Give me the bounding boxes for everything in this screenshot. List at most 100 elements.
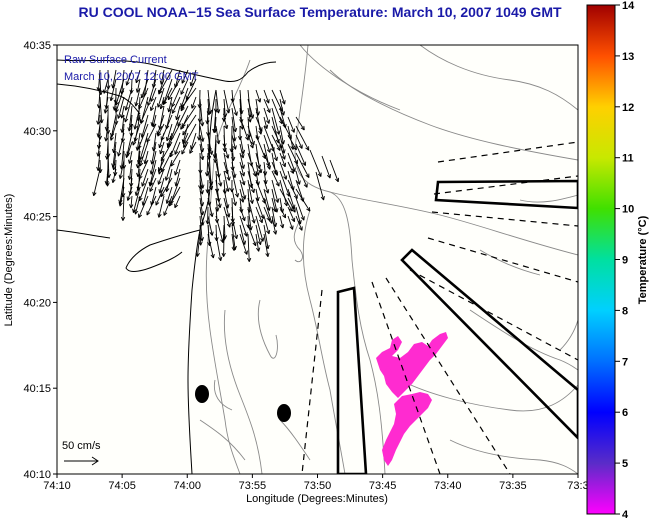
- current-vector: [287, 206, 295, 222]
- current-vector: [147, 78, 157, 106]
- current-vector: [170, 177, 181, 205]
- current-vector: [207, 197, 213, 217]
- current-vector: [231, 233, 235, 251]
- current-vector: [273, 156, 278, 162]
- current-vector: [279, 107, 286, 128]
- current-vector: [180, 105, 185, 110]
- current-vector: [183, 143, 188, 148]
- current-vector: [246, 257, 252, 262]
- current-vector: [181, 69, 189, 84]
- current-vector: [174, 141, 181, 155]
- current-vector: [180, 90, 185, 95]
- current-vector: [214, 116, 217, 133]
- current-vector: [276, 130, 281, 135]
- current-vector: [139, 161, 144, 167]
- current-vector: [104, 180, 109, 185]
- current-vector: [109, 136, 114, 141]
- current-vector: [271, 134, 281, 151]
- current-vector: [97, 69, 101, 91]
- colorbar-tick-label: 8: [622, 305, 628, 317]
- current-vector: [223, 170, 229, 192]
- current-vector: [112, 168, 117, 183]
- current-vector: [180, 78, 189, 95]
- current-vector: [168, 96, 173, 113]
- x-tick-label: 73:50: [304, 480, 332, 492]
- current-vector: [255, 116, 263, 132]
- current-vector: [170, 162, 175, 167]
- y-axis-ticks: 40:35 40:30 40:25 40:20 40:15 40:10: [23, 40, 57, 481]
- current-vector: [218, 182, 223, 187]
- current-vector: [175, 168, 181, 187]
- current-vector: [223, 89, 230, 114]
- current-vector: [250, 188, 256, 194]
- legend-line2: March 10, 2007 12:00 GMT: [64, 71, 199, 83]
- current-vector: [93, 168, 101, 196]
- y-axis-label: Latitude (Degrees:Minutes): [3, 194, 15, 327]
- current-vector: [303, 183, 308, 188]
- current-vector: [265, 189, 270, 194]
- current-vector: [125, 81, 130, 86]
- current-vector: [180, 125, 185, 130]
- current-vector: [97, 105, 101, 125]
- y-tick-label: 40:35: [23, 40, 51, 52]
- current-vector: [140, 93, 145, 99]
- current-vector: [206, 152, 209, 177]
- current-vector: [255, 179, 266, 204]
- current-vector: [138, 104, 143, 110]
- current-vector: [279, 215, 284, 229]
- current-vector: [279, 89, 286, 105]
- current-vector: [257, 240, 262, 246]
- current-vector: [170, 150, 181, 167]
- colorbar-tick-label: 11: [622, 153, 634, 165]
- current-vector: [158, 195, 165, 218]
- current-vector: [180, 105, 197, 130]
- current-vector: [105, 123, 109, 142]
- current-vector: [207, 98, 210, 116]
- current-vector: [99, 96, 103, 124]
- current-vector: [146, 195, 157, 216]
- current-vector: [239, 134, 245, 154]
- current-vector: [127, 159, 133, 164]
- current-vector: [264, 124, 269, 129]
- current-vector: [199, 170, 204, 189]
- current-vector: [210, 253, 215, 259]
- current-vector: [124, 96, 133, 123]
- current-vector: [223, 143, 229, 159]
- current-vector: [174, 159, 181, 176]
- current-vector: [119, 177, 125, 204]
- current-vector: [279, 134, 285, 154]
- current-vector: [224, 169, 229, 175]
- current-vector: [232, 201, 237, 206]
- current-vector: [317, 172, 322, 177]
- current-vector: [255, 89, 261, 103]
- current-vector: [117, 114, 122, 119]
- current-vector: [150, 97, 155, 102]
- current-vector: [138, 195, 149, 218]
- current-vector: [134, 102, 139, 107]
- current-vector: [279, 143, 286, 160]
- current-vector: [295, 143, 306, 166]
- current-vector: [275, 198, 280, 203]
- coastline: [57, 59, 277, 474]
- current-vector: [200, 155, 205, 161]
- current-vector: [183, 123, 197, 148]
- current-vector: [207, 233, 214, 259]
- current-vector: [274, 171, 279, 176]
- current-vector: [223, 152, 230, 181]
- current-vector: [247, 206, 252, 231]
- current-vector: [167, 78, 181, 101]
- current-vector: [157, 114, 165, 135]
- current-vector: [283, 175, 288, 180]
- current-vector: [247, 152, 257, 177]
- current-vector: [170, 114, 181, 141]
- current-vector: [231, 143, 234, 161]
- current-vector: [231, 170, 239, 198]
- current-vector: [215, 89, 219, 114]
- current-vector: [99, 78, 102, 95]
- current-vector: [149, 182, 154, 187]
- current-vector: [293, 194, 298, 199]
- current-vector: [151, 141, 157, 165]
- current-vector: [159, 104, 164, 110]
- current-vector: [275, 182, 280, 187]
- current-vector: [134, 105, 141, 130]
